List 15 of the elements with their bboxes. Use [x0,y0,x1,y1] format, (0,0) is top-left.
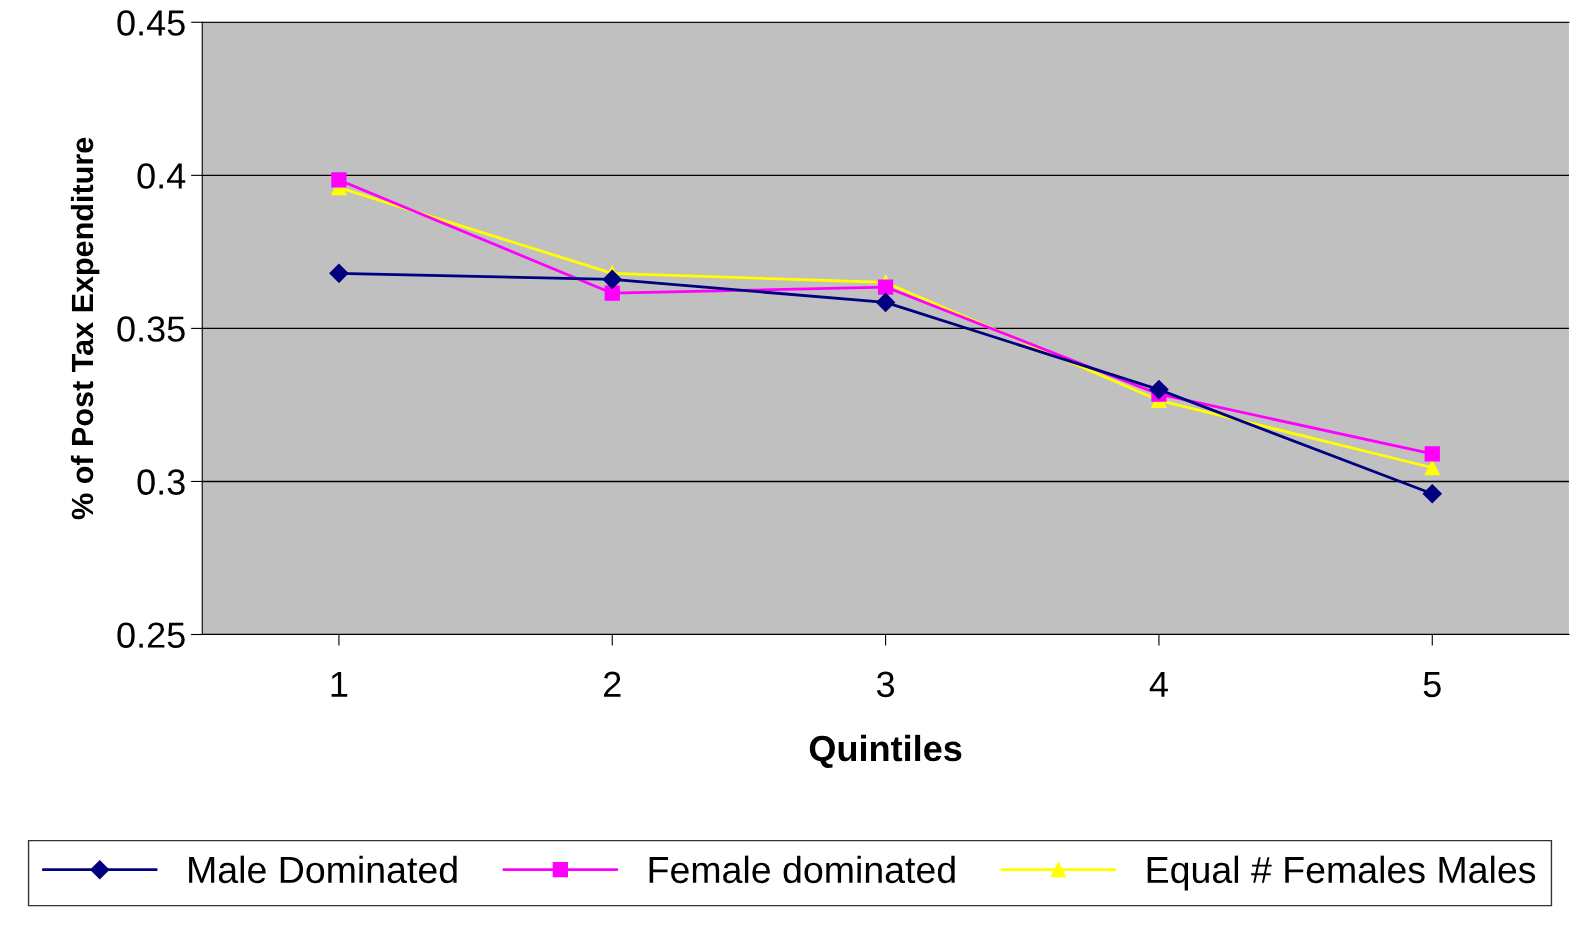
x-tick-label: 1 [331,671,348,697]
legend-label: Equal # Females Males [1147,855,1536,891]
legend-label: Female dominated [649,855,955,884]
x-axis-title: Quintiles [809,734,962,769]
x-tick-label: 4 [1149,671,1168,697]
x-tick-label: 2 [604,671,621,697]
x-tick-label: 3 [876,671,895,698]
x-tick-label: 5 [1423,671,1441,698]
y-tick-label: 0.4 [137,163,186,189]
legend-label: Male Dominated [189,855,457,884]
y-tick-label: 0.3 [137,469,185,495]
y-axis-title: % of Post Tax Expenditure [70,137,100,520]
y-tick-label: 0.25 [117,622,185,648]
y-tick-label: 0.45 [117,10,185,36]
y-tick-label: 0.35 [117,316,185,342]
